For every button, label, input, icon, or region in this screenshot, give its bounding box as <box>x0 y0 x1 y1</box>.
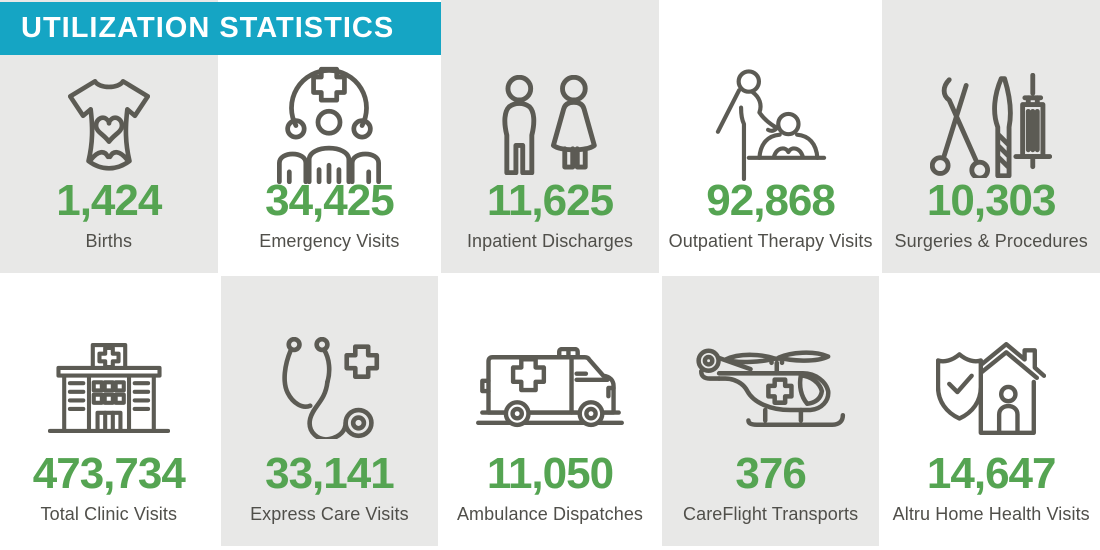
emergency-team-icon <box>277 67 382 185</box>
stat-value: 14,647 <box>926 449 1057 499</box>
surgical-tools-icon <box>930 72 1053 178</box>
stat-label: Emergency Visits <box>259 231 400 252</box>
stat-label: Inpatient Discharges <box>466 231 634 252</box>
stat-value: 10,303 <box>926 176 1057 226</box>
stat-value: 473,734 <box>32 449 186 499</box>
title-banner: UTILIZATION STATISTICS <box>0 2 441 55</box>
page-title: UTILIZATION STATISTICS <box>21 12 395 44</box>
stat-label: Altru Home Health Visits <box>892 504 1090 525</box>
stat-label: Total Clinic Visits <box>40 504 178 525</box>
stat-card-express-care: 33,141 Express Care Visits <box>220 276 439 546</box>
stat-label: CareFlight Transports <box>683 504 859 525</box>
stat-card-outpatient-therapy: 92,868 Outpatient Therapy Visits <box>662 0 880 273</box>
stat-label: Ambulance Dispatches <box>456 504 644 525</box>
stat-value: 11,625 <box>486 176 614 226</box>
stat-label: Express Care Visits <box>250 504 409 525</box>
stethoscope-cross-icon <box>278 336 380 440</box>
man-woman-patients-icon <box>501 73 599 177</box>
stat-value: 1,424 <box>56 176 162 226</box>
stat-card-home-health: 14,647 Altru Home Health Visits <box>882 276 1100 546</box>
stat-card-ambulance-dispatches: 11,050 Ambulance Dispatches <box>441 276 659 546</box>
hospital-building-icon <box>47 336 170 440</box>
therapist-patient-icon <box>715 69 827 182</box>
stat-card-emergency-visits: 34,425 Emergency Visits <box>221 0 439 273</box>
stat-card-careflight: 376 CareFlight Transports <box>661 276 880 546</box>
stat-label: Outpatient Therapy Visits <box>668 231 873 252</box>
stat-value: 376 <box>735 449 806 499</box>
stat-value: 33,141 <box>265 449 395 499</box>
stat-label: Births <box>85 231 133 252</box>
stat-card-total-clinic-visits: 473,734 Total Clinic Visits <box>0 276 218 546</box>
stat-card-inpatient-discharges: 11,625 Inpatient Discharges <box>441 0 659 273</box>
stat-value: 92,868 <box>706 176 836 226</box>
baby-onesie-icon <box>67 73 150 177</box>
stat-value: 34,425 <box>265 176 395 226</box>
helicopter-icon <box>695 336 846 440</box>
home-health-shield-icon <box>936 336 1047 440</box>
stat-value: 11,050 <box>486 449 614 499</box>
ambulance-icon <box>476 336 624 440</box>
stat-label: Surgeries & Procedures <box>894 231 1088 252</box>
stat-card-surgeries: 10,303 Surgeries & Procedures <box>882 0 1100 273</box>
